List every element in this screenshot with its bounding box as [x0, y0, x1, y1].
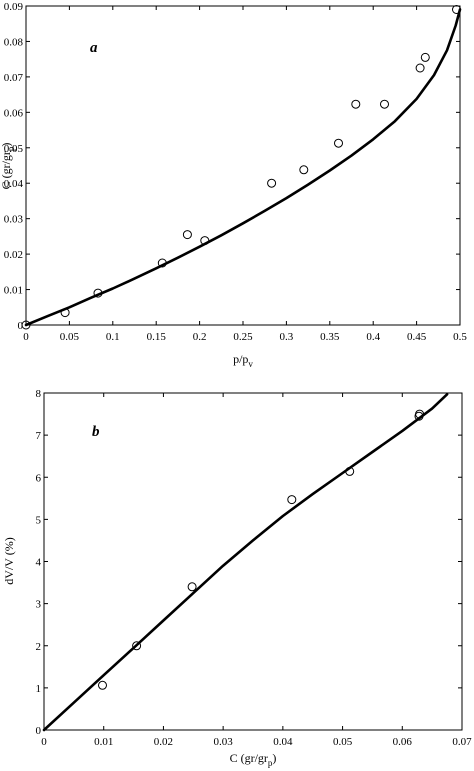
- x-tick-label: 0.1: [106, 331, 120, 343]
- x-tick-label: 0.25: [233, 331, 253, 343]
- data-point: [21, 320, 31, 330]
- y-tick-label: 0: [18, 320, 24, 332]
- x-tick-label: 0.3: [280, 331, 294, 343]
- axis-ticks: [43, 392, 463, 731]
- panel-label: a: [90, 40, 98, 56]
- y-tick-label: 0.06: [4, 107, 24, 119]
- data-point: [157, 258, 167, 268]
- y-tick-label: 0.07: [4, 72, 24, 84]
- data-point: [415, 409, 425, 419]
- x-tick-label: 0.5: [453, 331, 467, 343]
- x-tick-label: 0.02: [154, 736, 173, 748]
- fit-curve: [42, 393, 449, 732]
- y-tick-label: 3: [36, 599, 42, 611]
- y-tick-label: 0.04: [4, 178, 24, 190]
- y-tick-label: 1: [36, 683, 42, 695]
- panel-label: b: [92, 424, 100, 440]
- y-tick-label: 2: [36, 641, 42, 653]
- data-point: [345, 466, 355, 476]
- data-point: [287, 495, 297, 505]
- x-tick-label: 0.07: [452, 736, 472, 748]
- x-tick-label: 0.35: [320, 331, 340, 343]
- y-tick-label: 0.03: [4, 214, 24, 226]
- data-point: [267, 178, 277, 188]
- data-point: [452, 5, 461, 14]
- x-tick-label: 0.06: [393, 736, 413, 748]
- panel-b: 0 0.01 0.02 0.03 0.04 0.05 0.06 0.07 012345678 …: [2, 388, 472, 768]
- x-tick-labels: 0 0.05 0.1 0.15 0.2 0.25 0.3 0.35 0.4 0.45 0.5: [23, 331, 467, 343]
- y-tick-label: 0: [36, 725, 42, 737]
- y-tick-label: 0.08: [4, 36, 24, 48]
- data-point: [299, 165, 309, 175]
- x-axis-label: p/pv: [233, 352, 253, 369]
- data-point: [182, 230, 192, 240]
- x-tick-label: 0.05: [60, 331, 80, 343]
- y-tick-label: 0.01: [4, 285, 23, 297]
- y-tick-label: 0.09: [4, 1, 24, 13]
- x-tick-label: 0: [23, 331, 29, 343]
- y-axis-label: dV/V (%): [2, 537, 16, 584]
- data-point: [415, 63, 425, 73]
- y-tick-label: 0.02: [4, 249, 23, 261]
- y-tick-label: 4: [36, 557, 42, 569]
- x-tick-label: 0.05: [333, 736, 353, 748]
- data-point: [334, 138, 343, 148]
- panel-a: 0 0.05 0.1 0.15 0.2 0.25 0.3 0.35 0.4 0.45 0.5 0 0.…: [0, 1, 467, 369]
- x-tick-label: 0.04: [273, 736, 293, 748]
- fit-curve: [24, 8, 462, 327]
- data-point: [98, 680, 107, 690]
- y-tick-label: 6: [36, 472, 42, 484]
- data-point: [380, 99, 389, 109]
- y-tick-label: 8: [36, 388, 42, 400]
- data-point: [420, 52, 430, 62]
- y-tick-label: 5: [36, 514, 42, 526]
- data-points: [98, 409, 425, 690]
- x-tick-label: 0.4: [366, 331, 380, 343]
- data-point: [132, 641, 142, 651]
- y-tick-labels: 0 1 2 3 4 5 6 7 8: [36, 388, 42, 737]
- data-point: [187, 582, 197, 592]
- x-tick-label: 0.01: [94, 736, 113, 748]
- data-point: [93, 288, 103, 298]
- data-points: [21, 5, 461, 330]
- x-tick-label: 0.45: [407, 331, 427, 343]
- x-axis-label: C (gr/grp): [230, 751, 277, 768]
- plot-frame: [43, 392, 463, 731]
- y-tick-labels: 0 0.01 0.02 0.03 0.04 0.05 0.06 0.07 0.08 0.09: [4, 1, 24, 332]
- x-tick-labels: 0 0.01 0.02 0.03 0.04 0.05 0.06 0.07: [41, 736, 472, 748]
- x-tick-label: 0: [41, 736, 47, 748]
- x-tick-label: 0.15: [147, 331, 167, 343]
- y-tick-label: 0.05: [4, 143, 24, 155]
- y-axis-label: C (gr/grp): [0, 143, 16, 190]
- y-tick-label: 7: [36, 430, 42, 442]
- data-point: [351, 99, 361, 109]
- data-point: [60, 308, 70, 318]
- x-tick-label: 0.2: [193, 331, 207, 343]
- x-tick-label: 0.03: [214, 736, 234, 748]
- data-point: [200, 236, 210, 246]
